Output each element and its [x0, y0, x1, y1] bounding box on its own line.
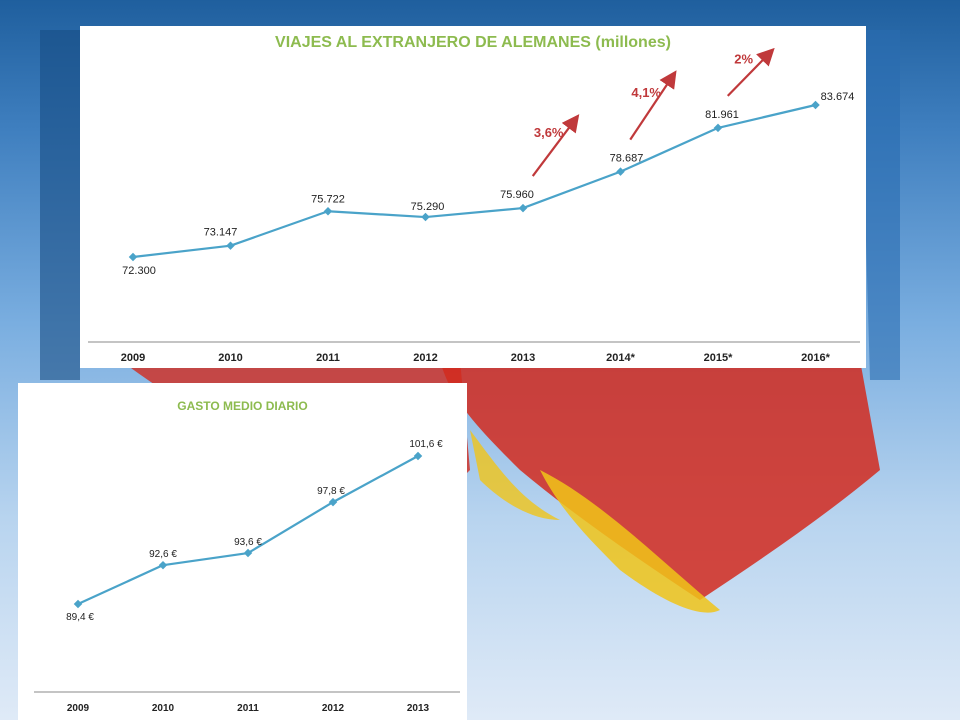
x-tick-label: 2009 [121, 352, 145, 364]
data-label: 78.687 [610, 153, 644, 165]
x-tick-label: 2016* [801, 352, 830, 364]
x-tick-label: 2009 [67, 703, 90, 714]
growth-label: 3,6% [534, 125, 564, 140]
data-point [713, 123, 723, 133]
data-point [421, 212, 430, 222]
x-tick-label: 2012 [413, 352, 437, 364]
chart-title: GASTO MEDIO DIARIO [177, 399, 308, 413]
growth-label: 2% [734, 51, 753, 66]
growth-arrow [531, 114, 580, 177]
data-label: 75.290 [411, 201, 445, 213]
data-point [158, 560, 168, 570]
data-label: 75.960 [500, 189, 534, 201]
x-tick-label: 2012 [322, 703, 345, 714]
series-line [132, 103, 816, 259]
growth-arrow [629, 70, 677, 141]
chart-title: VIAJES AL EXTRANJERO DE ALEMANES (millon… [275, 34, 671, 51]
data-label: 89,4 € [66, 612, 94, 623]
series-line [77, 455, 419, 606]
data-point [73, 599, 83, 609]
data-point [128, 252, 138, 262]
data-point [616, 167, 625, 176]
x-tick-label: 2011 [237, 703, 259, 714]
data-label: 93,6 € [234, 537, 262, 548]
data-point [226, 241, 235, 250]
x-tick-label: 2013 [407, 703, 430, 714]
x-tick-label: 2010 [152, 703, 175, 714]
data-point [323, 207, 333, 216]
data-label: 75.722 [311, 193, 345, 205]
data-point [413, 451, 423, 461]
x-tick-label: 2014* [606, 352, 635, 364]
x-tick-label: 2011 [316, 352, 340, 364]
data-point [518, 203, 528, 213]
growth-label: 4,1% [631, 85, 661, 100]
data-label: 72.300 [122, 265, 156, 277]
data-label: 83.674 [821, 91, 855, 103]
trips-chart-panel: VIAJES AL EXTRANJERO DE ALEMANES (millon… [80, 26, 866, 368]
x-tick-label: 2010 [218, 352, 242, 364]
trips-line-chart: 2009 72.300 2010 73.147 2011 75.722 2012 75.290… [88, 47, 860, 364]
data-point [811, 100, 820, 110]
data-label: 97,8 € [317, 486, 345, 497]
data-point [328, 497, 338, 507]
data-label: 73.147 [204, 227, 238, 239]
x-tick-label: 2015* [704, 352, 733, 364]
growth-arrow [726, 47, 775, 97]
data-label: 101,6 € [409, 439, 443, 450]
spend-line-chart: 2009 89,4 € 2010 92,6 € 2011 93,6 € 2012 97,8 €… [34, 439, 460, 714]
x-tick-label: 2013 [511, 352, 535, 364]
data-label: 92,6 € [149, 549, 177, 560]
data-point [243, 548, 253, 558]
spend-chart-panel: GASTO MEDIO DIARIO 2009 89,4 €2010 92,6 €2… [18, 383, 467, 720]
data-label: 81.961 [705, 109, 739, 121]
